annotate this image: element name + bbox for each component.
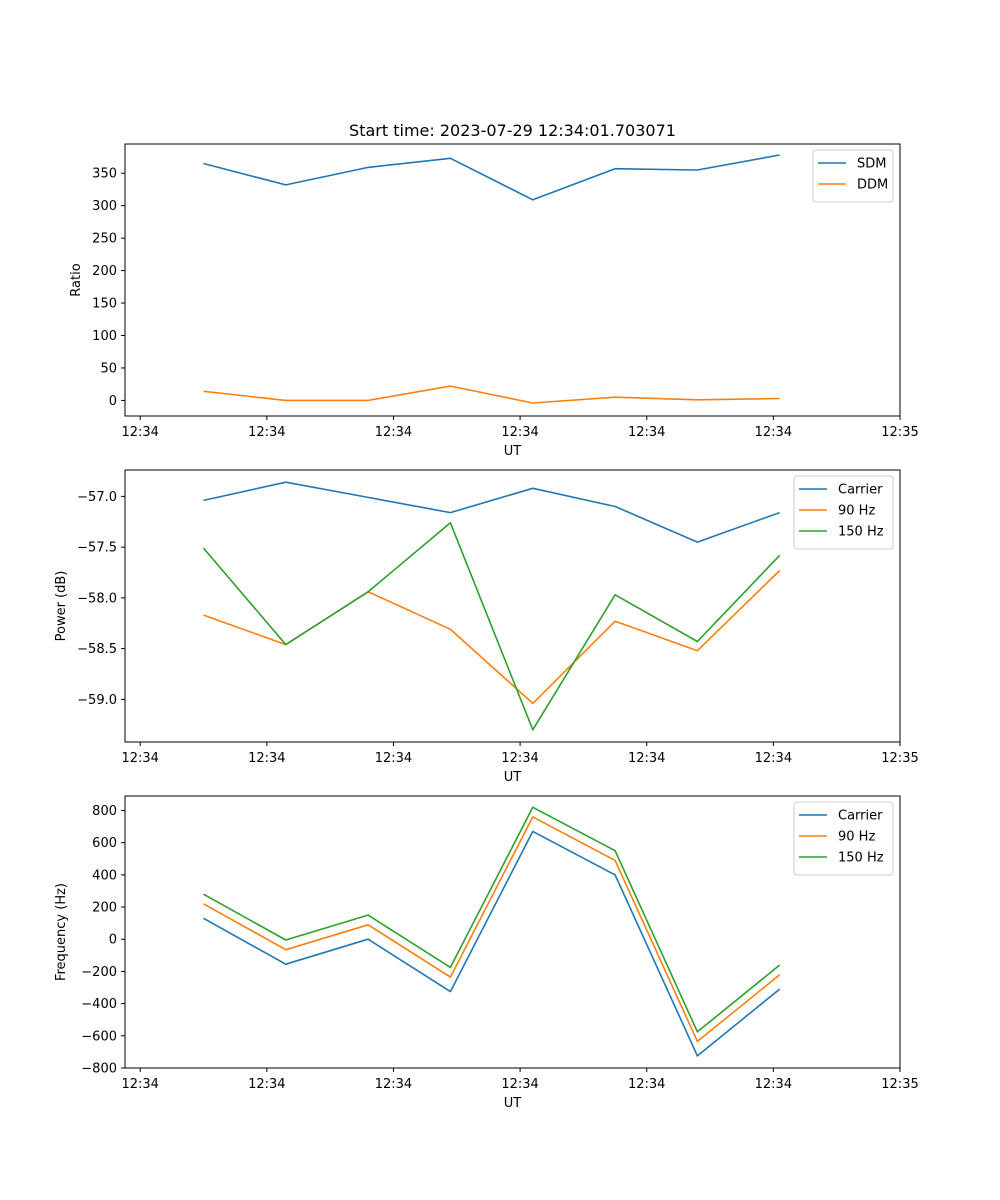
ratio-y-tick-label: 0 — [109, 394, 117, 409]
ratio-x-tick-label: 12:34 — [375, 425, 412, 440]
frequency-x-tick-label: 12:35 — [881, 1077, 918, 1092]
ratio-series-line-ddm — [203, 385, 780, 404]
figure-title: Start time: 2023-07-29 12:34:01.703071 — [349, 121, 676, 140]
power-x-tick-label: 12:35 — [881, 751, 918, 766]
power-legend: Carrier 90 Hz 150 Hz — [793, 475, 894, 550]
ratio-y-tick-label: 200 — [92, 264, 117, 279]
power-series-line-carrier — [203, 481, 780, 543]
frequency-x-tick-label: 12:34 — [755, 1077, 792, 1092]
frequency-x-tick-label: 12:34 — [628, 1077, 665, 1092]
ratio-y-tick-label: 150 — [92, 297, 117, 312]
frequency-series-line-150-hz — [203, 806, 781, 1033]
power-x-tick-label: 12:34 — [501, 751, 538, 766]
frequency-y-tick-label: −200 — [81, 965, 117, 980]
frequency-y-tick-label: −600 — [81, 1029, 117, 1044]
frequency-y-tick-label: 200 — [92, 901, 117, 916]
ratio-x-tick-label: 12:34 — [501, 425, 538, 440]
power-axes-frame — [124, 469, 901, 743]
frequency-legend-label-150-hz: 150 Hz — [838, 851, 884, 866]
frequency-legend-label-90-hz: 90 Hz — [838, 830, 875, 845]
frequency-x-axis-label: UT — [504, 1096, 522, 1111]
frequency-y-tick-label: −400 — [81, 997, 117, 1012]
power-y-axis-label: Power (dB) — [54, 571, 69, 642]
panel-frequency: 12:34 12:34 12:34 12:34 12:34 12:34 12:35 −800 −… — [54, 795, 919, 1111]
frequency-y-tick-label: 400 — [92, 868, 117, 883]
frequency-x-tick-label: 12:34 — [248, 1077, 285, 1092]
power-y-tick-label: −57.0 — [77, 490, 117, 505]
power-x-tick-label: 12:34 — [375, 751, 412, 766]
frequency-y-tick-label: 800 — [92, 804, 117, 819]
frequency-x-tick-label: 12:34 — [375, 1077, 412, 1092]
frequency-series-line-90-hz — [203, 816, 781, 1043]
ratio-legend: SDM DDM — [812, 149, 894, 203]
ratio-x-tick-label: 12:34 — [248, 425, 285, 440]
power-series-line-150-hz — [202, 521, 781, 731]
ratio-series-line-sdm — [203, 154, 780, 201]
ratio-x-tick-label: 12:35 — [881, 425, 918, 440]
ratio-y-tick-label: 250 — [92, 232, 117, 247]
frequency-legend: Carrier 90 Hz 150 Hz — [793, 801, 894, 876]
power-y-tick-label: −57.5 — [77, 541, 117, 556]
ratio-x-tick-label: 12:34 — [628, 425, 665, 440]
panel-power: 12:34 12:34 12:34 12:34 12:34 12:34 12:35 −59.0… — [54, 469, 919, 785]
ratio-y-tick-label: 350 — [92, 167, 117, 182]
ratio-y-tick-label: 300 — [92, 199, 117, 214]
frequency-x-tick-label: 12:34 — [121, 1077, 158, 1092]
frequency-x-tick-label: 12:34 — [501, 1077, 538, 1092]
ratio-x-tick-label: 12:34 — [755, 425, 792, 440]
ratio-x-tick-label: 12:34 — [121, 425, 158, 440]
power-y-tick-label: −58.5 — [77, 642, 117, 657]
power-legend-label-carrier: Carrier — [838, 483, 883, 498]
ratio-y-axis-label: Ratio — [69, 263, 84, 296]
frequency-y-tick-label: 600 — [92, 836, 117, 851]
power-y-tick-label: −58.0 — [77, 591, 117, 606]
panel-ratio: 12:34 12:34 12:34 12:34 12:34 12:34 12:35 0 50 10… — [69, 143, 919, 459]
frequency-axes-frame — [124, 795, 901, 1069]
ratio-axes-frame — [124, 143, 901, 417]
ratio-legend-label-sdm: SDM — [857, 157, 886, 172]
ratio-legend-label-ddm: DDM — [857, 178, 888, 193]
ratio-y-tick-label: 50 — [100, 361, 117, 376]
frequency-y-tick-label: 0 — [109, 933, 117, 948]
power-x-tick-label: 12:34 — [248, 751, 285, 766]
frequency-y-tick-label: −800 — [81, 1062, 117, 1077]
frequency-legend-label-carrier: Carrier — [838, 809, 883, 824]
power-x-tick-label: 12:34 — [628, 751, 665, 766]
power-x-tick-label: 12:34 — [121, 751, 158, 766]
power-legend-label-90-hz: 90 Hz — [838, 504, 875, 519]
ratio-x-axis-label: UT — [504, 444, 522, 459]
power-x-axis-label: UT — [504, 770, 522, 785]
frequency-y-axis-label: Frequency (Hz) — [54, 883, 69, 981]
power-legend-label-150-hz: 150 Hz — [838, 525, 884, 540]
ratio-y-tick-label: 100 — [92, 329, 117, 344]
frequency-series-line-carrier — [203, 830, 781, 1057]
power-y-tick-label: −59.0 — [77, 693, 117, 708]
power-x-tick-label: 12:34 — [755, 751, 792, 766]
